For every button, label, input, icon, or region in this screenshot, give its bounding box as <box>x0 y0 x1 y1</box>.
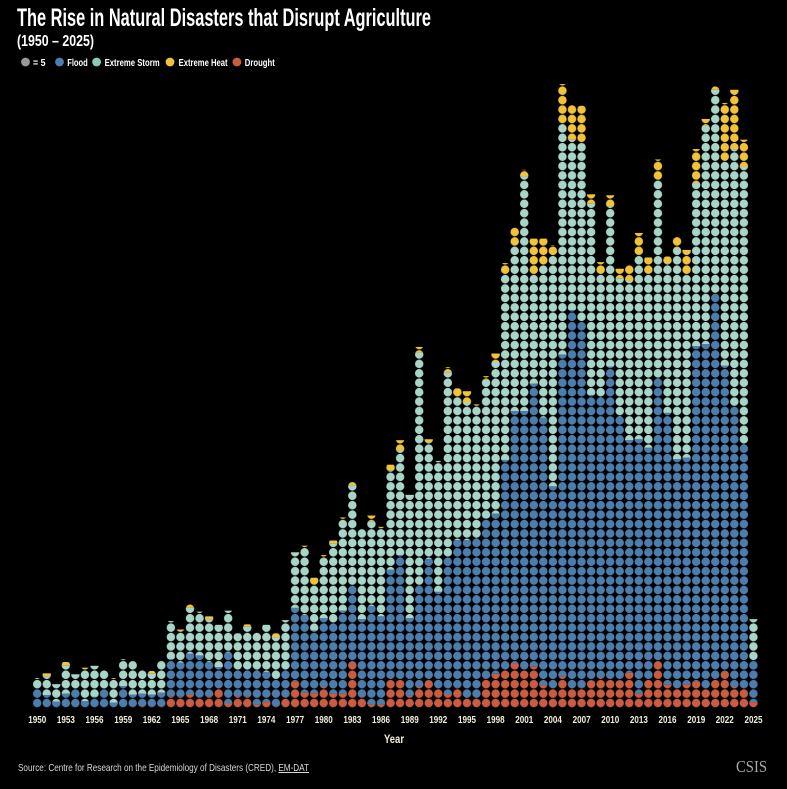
svg-text:1971: 1971 <box>229 714 247 726</box>
svg-text:1959: 1959 <box>114 714 132 726</box>
svg-text:(1950 – 2025): (1950 – 2025) <box>17 33 94 50</box>
svg-text:2025: 2025 <box>745 714 763 726</box>
svg-text:1968: 1968 <box>200 714 218 726</box>
svg-text:1965: 1965 <box>171 714 189 726</box>
svg-text:2001: 2001 <box>515 714 533 726</box>
svg-text:1953: 1953 <box>57 714 75 726</box>
svg-text:2007: 2007 <box>573 714 591 726</box>
svg-text:= 5: = 5 <box>33 57 46 69</box>
svg-text:Flood: Flood <box>67 57 88 69</box>
svg-text:1956: 1956 <box>86 714 104 726</box>
svg-text:1998: 1998 <box>487 714 505 726</box>
svg-text:Extreme Storm: Extreme Storm <box>105 57 160 69</box>
svg-text:2016: 2016 <box>659 714 677 726</box>
svg-text:1962: 1962 <box>143 714 161 726</box>
svg-text:Source: Centre for Research on: Source: Centre for Research on the Epide… <box>18 763 309 774</box>
svg-text:1974: 1974 <box>257 714 275 726</box>
svg-text:2010: 2010 <box>601 714 619 726</box>
svg-text:Drought: Drought <box>245 57 275 69</box>
svg-text:2019: 2019 <box>687 714 705 726</box>
svg-text:1950: 1950 <box>28 714 46 726</box>
svg-text:1977: 1977 <box>286 714 304 726</box>
svg-text:1992: 1992 <box>429 714 447 726</box>
svg-text:CSIS: CSIS <box>736 757 767 776</box>
svg-text:1980: 1980 <box>315 714 333 726</box>
svg-text:The Rise in Natural Disasters: The Rise in Natural Disasters that Disru… <box>17 4 431 32</box>
svg-text:2013: 2013 <box>630 714 648 726</box>
svg-text:2004: 2004 <box>544 714 562 726</box>
svg-text:1995: 1995 <box>458 714 476 726</box>
svg-text:1989: 1989 <box>401 714 419 726</box>
svg-text:1983: 1983 <box>343 714 361 726</box>
svg-text:Year: Year <box>384 732 404 746</box>
svg-text:Extreme Heat: Extreme Heat <box>179 57 228 69</box>
svg-text:2022: 2022 <box>716 714 734 726</box>
svg-text:1986: 1986 <box>372 714 390 726</box>
